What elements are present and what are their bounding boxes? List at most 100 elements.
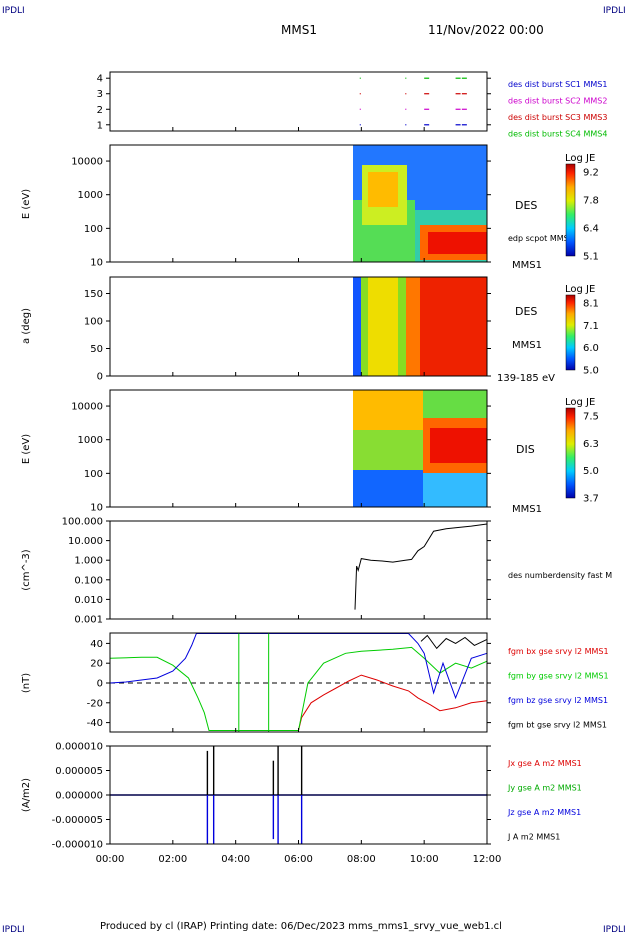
current-legend-2: Jz gse A m2 MMS1 — [507, 808, 581, 817]
dis-energy-cbtick-0: 7.5 — [583, 412, 599, 423]
current-ytick-label-2: 0.000000 — [55, 791, 103, 802]
corner-label-top-left: IPDLI — [2, 6, 25, 16]
des-energy-cbtick-1: 7.8 — [583, 196, 599, 207]
bfield-legend-1: fgm by gse srvy l2 MMS1 — [508, 672, 609, 681]
des-energy-empty-area — [110, 145, 353, 262]
bfield-ytick-label-1: 20 — [90, 659, 103, 670]
des-pitch-mission-label: MMS1 — [512, 340, 542, 351]
corner-label-top-right: IPDLI — [603, 6, 626, 16]
bfield-ytick-label-0: 40 — [90, 639, 103, 650]
dis-energy-colorbar-title: Log JE — [565, 397, 595, 408]
des-pitch-spectrogram-edge — [353, 277, 361, 376]
des-pitch-ytick-label-3: 0 — [97, 372, 103, 383]
density-ytick-label-1: 10.000 — [68, 536, 103, 547]
dis-energy-ytick-label-0: 10000 — [71, 402, 103, 413]
panel-bfield: (nT) 40 20 0 -20 -40 fgm bx gse srvy l2 MMS1… — [21, 632, 609, 733]
xtick-label-1: 02:00 — [158, 854, 187, 865]
current-ylabel: (A/m2) — [21, 778, 32, 812]
des-pitch-colorbar-title: Log JE — [565, 284, 595, 295]
burst-ytick-label-3: 1 — [97, 120, 103, 131]
bfield-ylabel: (nT) — [21, 673, 32, 693]
xtick-label-0: 00:00 — [96, 854, 125, 865]
xtick-label-4: 08:00 — [347, 854, 376, 865]
des-energy-cbtick-2: 6.4 — [583, 224, 599, 235]
current-legend-3: J A m2 MMS1 — [507, 833, 560, 842]
panel-burst-frame — [109, 71, 488, 132]
des-energy-ytick-label-2: 100 — [84, 224, 103, 235]
dis-energy-mission-label: MMS1 — [512, 504, 542, 515]
bfield-legend-2: fgm bz gse srvy l2 MMS1 — [508, 696, 608, 705]
des-energy-colorbar-title: Log JE — [565, 153, 595, 164]
dis-energy-cbtick-3: 3.7 — [583, 494, 599, 505]
dis-energy-spectrogram-mid — [353, 430, 423, 470]
density-ylabel: (cm^-3) — [21, 549, 32, 590]
dis-energy-spectrogram-top — [353, 390, 423, 430]
bfield-series-3 — [420, 634, 488, 650]
dis-energy-ytick-label-3: 10 — [90, 503, 103, 514]
dis-energy-ytick-label-2: 100 — [84, 469, 103, 480]
des-pitch-ytick-label-1: 100 — [84, 317, 103, 328]
bfield-series-2 — [109, 633, 488, 700]
burst-legend-2: des dist burst SC3 MMS3 — [508, 113, 607, 122]
dis-energy-colorbar — [565, 407, 576, 499]
des-pitch-energy-range: 139-185 eV — [497, 373, 555, 384]
burst-legend-1: des dist burst SC2 MMS2 — [508, 97, 607, 106]
current-ytick-label-4: -0.000010 — [52, 840, 103, 851]
density-line — [354, 523, 488, 610]
des-energy-cbtick-0: 9.2 — [583, 168, 599, 179]
density-ytick-label-0: 100.000 — [62, 517, 103, 528]
xtick-label-6: 12:00 — [473, 854, 502, 865]
bfield-series-1 — [109, 646, 488, 731]
des-energy-spectrogram-hot — [368, 172, 398, 207]
current-ytick-label-3: -0.000005 — [52, 815, 103, 826]
corner-label-bottom-left: IPDLI — [2, 925, 25, 934]
xtick-label-3: 06:00 — [284, 854, 313, 865]
burst-legend-3: des dist burst SC4 MMS4 — [508, 130, 607, 139]
des-pitch-cbtick-3: 5.0 — [583, 366, 599, 377]
dis-energy-ytick-label-1: 1000 — [78, 435, 103, 446]
des-energy-spectrogram-tail-peak — [428, 232, 487, 254]
burst-ytick-label-2: 2 — [97, 105, 103, 116]
des-energy-mission-label: MMS1 — [512, 260, 542, 271]
datetime-title: 11/Nov/2022 00:00 — [428, 23, 544, 37]
des-pitch-spectrogram-red — [420, 277, 487, 376]
des-pitch-ylabel: a (deg) — [21, 308, 32, 344]
des-energy-colorbar — [565, 163, 576, 257]
dis-energy-empty-area — [110, 390, 353, 507]
burst-legend-0: des dist burst SC1 MMS1 — [508, 80, 607, 89]
density-ytick-label-2: 1.000 — [74, 556, 103, 567]
bfield-legend-3: fgm bt gse srvy l2 MMS1 — [508, 721, 607, 730]
des-energy-ytick-label-3: 10 — [90, 258, 103, 269]
density-ytick-label-5: 0.001 — [74, 615, 103, 626]
des-energy-ylabel: E (eV) — [21, 189, 32, 219]
bfield-series-0 — [298, 674, 488, 731]
dis-energy-spectrogram-bottom — [423, 473, 487, 507]
bfield-ytick-label-3: -20 — [87, 698, 103, 709]
density-ytick-label-3: 0.100 — [74, 575, 103, 586]
des-energy-cbtick-3: 5.1 — [583, 252, 599, 263]
panel-current: (A/m2) 0.000010 0.000005 0.000000 -0.000005… — [21, 742, 582, 851]
panel-dis-energy: E (eV) 10000 1000 100 10 DIS MMS1 Log JE 7.… — [21, 389, 599, 515]
bfield-legend-0: fgm bx gse srvy l2 MMS1 — [508, 647, 609, 656]
burst-ytick-label-1: 3 — [97, 89, 103, 100]
des-energy-ytick-label-0: 10000 — [71, 157, 103, 168]
panel-density: (cm^-3) 100.000 10.000 1.000 0.100 0.010 0.00… — [21, 517, 612, 626]
dis-energy-ylabel: E (eV) — [21, 434, 32, 464]
current-ytick-label-0: 0.000010 — [55, 742, 103, 753]
des-pitch-colorbar — [565, 294, 576, 371]
panel-des-pitch: a (deg) 150 100 50 0 DES MMS1 139-185 eV Lo… — [21, 276, 599, 384]
current-legend-0: Jx gse A m2 MMS1 — [507, 759, 582, 768]
footer-credits: Produced by cl (IRAP) Printing date: 06/… — [100, 921, 502, 932]
dis-energy-spectrogram-top-right — [423, 390, 487, 418]
des-pitch-side-label: DES — [515, 305, 537, 318]
burst-ytick-label-0: 4 — [97, 74, 103, 85]
des-energy-scpot-label: edp scpot MMS1 — [508, 234, 574, 243]
dis-energy-cbtick-2: 5.0 — [583, 466, 599, 477]
des-pitch-cbtick-1: 7.1 — [583, 321, 599, 332]
des-pitch-empty-area — [110, 277, 353, 376]
des-energy-ytick-label-1: 1000 — [78, 190, 103, 201]
mission-title: MMS1 — [281, 23, 317, 37]
current-legend-1: Jy gse A m2 MMS1 — [507, 784, 582, 793]
panel-des-energy: E (eV) 10000 1000 100 10 DES edp scpot MMS1… — [21, 144, 599, 271]
